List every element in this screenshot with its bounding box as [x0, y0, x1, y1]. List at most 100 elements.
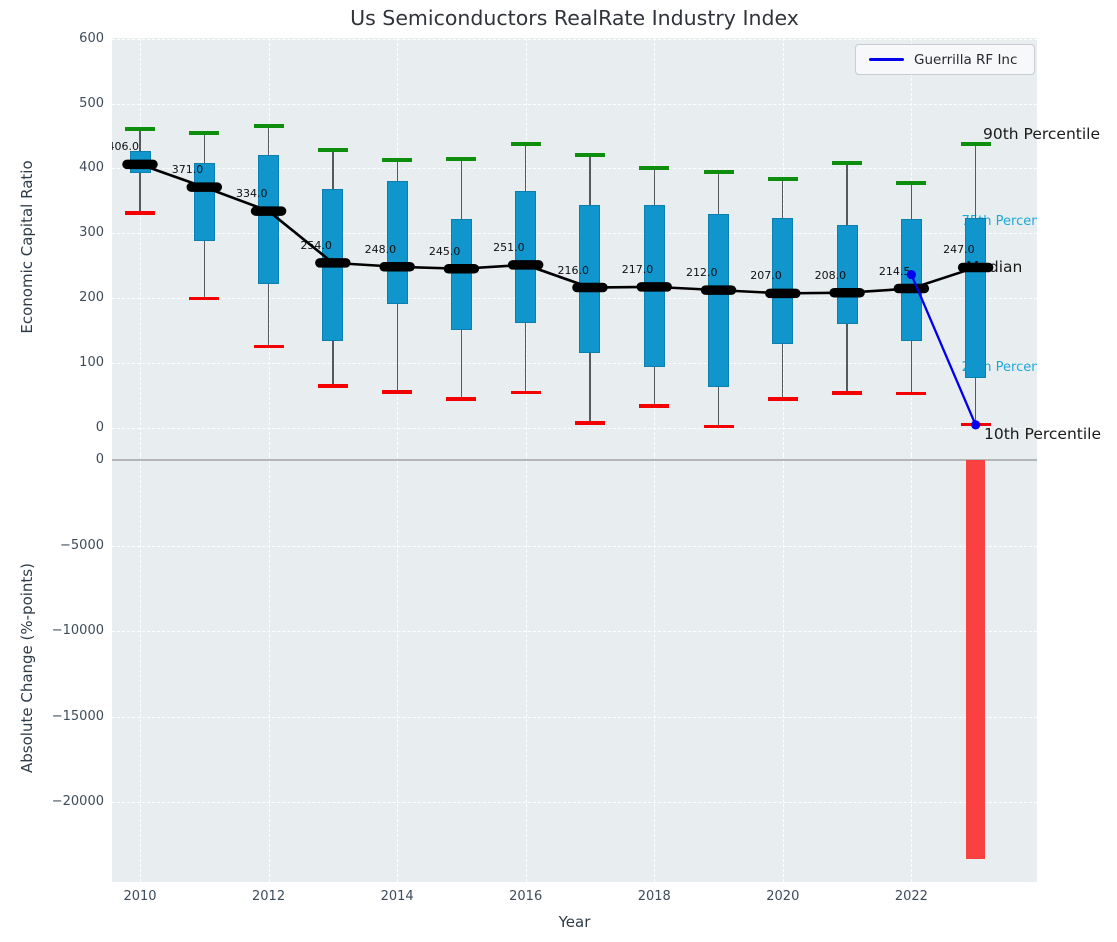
lower-vgridline [397, 455, 399, 882]
lower-vgridline [268, 455, 270, 882]
median-value-label: 245.0 [428, 244, 461, 258]
legend-line-sample [869, 57, 904, 62]
whisker-cap-10th [703, 424, 734, 428]
median-value-label: 208.0 [814, 268, 847, 282]
zero-axhline [112, 459, 1037, 461]
median-value-label: 371.0 [171, 163, 204, 177]
x-tick: 2016 [509, 889, 543, 904]
whisker-cap-90th [253, 124, 284, 129]
x-tick: 2022 [894, 889, 928, 904]
whisker-cap-90th [703, 169, 734, 174]
median-value-label: 214.5 [878, 264, 911, 278]
whisker-cap-10th [253, 344, 284, 349]
lower-plot-area [112, 455, 1037, 882]
iqr-box [322, 189, 344, 341]
chart-title: Us Semiconductors RealRate Industry Inde… [350, 6, 799, 30]
whisker-cap-90th [639, 166, 670, 171]
whisker-cap-10th [639, 404, 670, 408]
median-value-label: 247.0 [943, 243, 975, 257]
annotation-median: Median [966, 258, 1023, 277]
whisker-cap-90th [125, 126, 155, 131]
iqr-box [900, 218, 922, 342]
whisker-cap-90th [574, 153, 605, 158]
whisker-cap-10th [189, 296, 220, 301]
lower-y-tick: −20000 [51, 794, 104, 810]
lower-y-axis-label: Absolute Change (%-points) [18, 563, 36, 773]
iqr-box [450, 219, 472, 331]
upper-gridline [112, 362, 1037, 364]
lower-y-tick: −15000 [51, 708, 104, 724]
whisker-cap-10th [896, 392, 927, 396]
lower-y-tick: −10000 [51, 623, 104, 639]
median-value-label: 212.0 [686, 266, 718, 280]
upper-gridline [112, 103, 1037, 105]
iqr-box [643, 205, 665, 368]
upper-vgridline [140, 38, 141, 455]
iqr-box [708, 213, 730, 387]
lower-vgridline [782, 455, 784, 882]
x-tick: 2012 [252, 889, 286, 904]
iqr-box [579, 205, 601, 353]
legend: Guerrilla RF Inc [855, 44, 1035, 75]
lower-y-tick: −5000 [60, 537, 104, 553]
upper-gridline [112, 427, 1037, 429]
median-value-label: 216.0 [557, 263, 589, 277]
lower-gridline [112, 631, 1037, 633]
iqr-box [515, 190, 537, 323]
x-tick: 2010 [123, 889, 157, 904]
upper-gridline [112, 168, 1037, 170]
upper-gridline [112, 297, 1037, 299]
median-value-label: 334.0 [236, 187, 268, 201]
upper-y-axis-label: Economic Capital Ratio [18, 160, 36, 334]
lower-vgridline [525, 455, 527, 882]
upper-y-tick: 300 [79, 225, 104, 241]
whisker-cap-10th [382, 390, 413, 394]
median-value-label: 251.0 [493, 240, 525, 254]
median-value-label: 217.0 [621, 262, 654, 276]
whisker-cap-10th [574, 421, 605, 425]
iqr-box [258, 155, 280, 284]
lower-vgridline [911, 455, 913, 882]
lower-gridline [112, 716, 1037, 718]
upper-y-tick: 100 [79, 354, 104, 370]
whisker-cap-10th [317, 384, 348, 388]
lower-gridline [112, 802, 1037, 804]
median-value-label: 406.0 [112, 140, 139, 154]
lower-gridline [112, 545, 1037, 547]
upper-gridline [112, 233, 1037, 235]
whisker-cap-90th [767, 177, 798, 182]
median-value-label: 207.0 [750, 269, 782, 283]
upper-gridline [112, 38, 1037, 40]
whisker-cap-10th [510, 390, 541, 395]
whisker-cap-10th [125, 211, 155, 215]
whisker-cap-10th [767, 397, 798, 401]
whisker-cap-90th [189, 130, 220, 135]
legend-label: Guerrilla RF Inc [914, 51, 1018, 68]
change-bar [966, 460, 986, 859]
lower-vgridline [140, 455, 141, 882]
x-tick: 2014 [380, 889, 414, 904]
lower-vgridline [654, 455, 656, 882]
whisker-cap-10th [446, 397, 477, 401]
x-tick: 2020 [766, 889, 800, 904]
whisker-cap-90th [832, 161, 863, 166]
upper-y-tick: 200 [79, 289, 104, 305]
whisker-cap-90th [960, 142, 991, 147]
whisker-cap-90th [317, 147, 348, 152]
median-value-label: 254.0 [300, 238, 332, 252]
whisker-cap-90th [896, 181, 927, 186]
annotation-90th-percentile: 90th Percentile [983, 125, 1101, 144]
annotation-10th-percentile: 10th Percentile [984, 425, 1102, 444]
whisker-cap-90th [510, 142, 541, 147]
upper-y-tick: 500 [79, 95, 104, 111]
x-axis-label: Year [558, 913, 591, 931]
whisker-cap-90th [446, 156, 477, 161]
upper-plot-area: 75th Percentile25th Percentile406.0371.0… [112, 38, 1037, 455]
upper-y-tick: 400 [79, 160, 104, 176]
whisker-cap-10th [832, 391, 863, 395]
whisker-cap-90th [382, 157, 413, 162]
upper-y-tick: 600 [79, 30, 104, 46]
x-tick: 2018 [637, 889, 671, 904]
median-value-label: 248.0 [364, 242, 397, 256]
